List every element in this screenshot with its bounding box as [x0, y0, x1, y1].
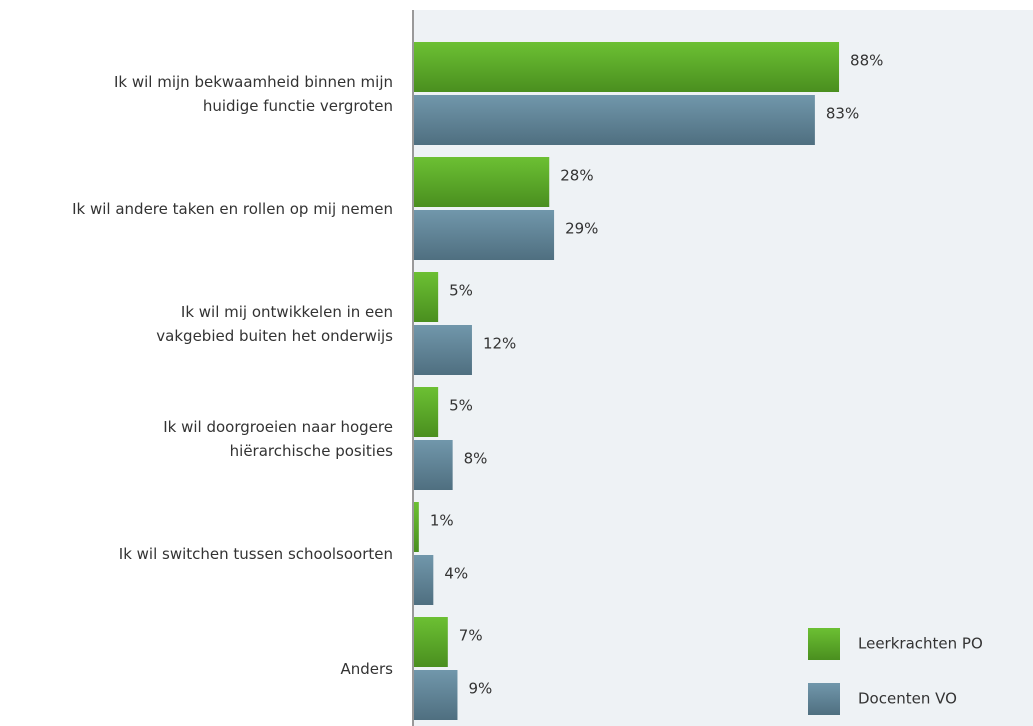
category-label-box: Ik wil mijn bekwaamheid binnen mijn huid…: [113, 72, 393, 115]
value-label: 8%: [464, 450, 488, 468]
value-label: 1%: [430, 512, 454, 530]
category-label: Ik wil mij ontwikkelen in een vakgebied …: [156, 302, 393, 345]
category-label-box: Ik wil andere taken en rollen op mij nem…: [72, 199, 393, 218]
legend-label: Docenten VO: [858, 690, 957, 708]
bar: [414, 157, 550, 207]
value-label: 12%: [483, 335, 516, 353]
category-label-box: Ik wil mij ontwikkelen in een vakgebied …: [156, 302, 393, 345]
category-label: Ik wil doorgroeien naar hogere hiërarchi…: [163, 417, 393, 460]
bar: [414, 272, 439, 322]
bar: [414, 617, 448, 667]
bar: [414, 440, 453, 490]
bar: [414, 555, 434, 605]
category-label-box: Ik wil doorgroeien naar hogere hiërarchi…: [163, 417, 393, 460]
value-label: 29%: [565, 220, 598, 238]
legend-swatch: [808, 683, 840, 715]
bar: [414, 387, 439, 437]
category-label-box: Ik wil switchen tussen schoolsoorten: [118, 544, 393, 563]
value-label: 5%: [449, 397, 473, 415]
value-label: 4%: [444, 565, 468, 583]
bar: [414, 670, 458, 720]
bar: [414, 210, 555, 260]
category-label: Ik wil andere taken en rollen op mij nem…: [72, 199, 393, 218]
legend-swatch: [808, 628, 840, 660]
category-label-box: Anders: [340, 659, 394, 678]
bar: [414, 502, 419, 552]
category-label: Anders: [340, 659, 394, 678]
value-label: 5%: [449, 282, 473, 300]
category-label: Ik wil mijn bekwaamheid binnen mijn huid…: [113, 72, 393, 115]
value-label: 28%: [560, 167, 593, 185]
value-label: 83%: [826, 105, 859, 123]
bar: [414, 42, 840, 92]
value-label: 7%: [459, 627, 483, 645]
legend-label: Leerkrachten PO: [858, 635, 983, 653]
value-label: 88%: [850, 52, 883, 70]
category-label: Ik wil switchen tussen schoolsoorten: [118, 544, 393, 563]
value-label: 9%: [468, 680, 492, 698]
bar: [414, 325, 472, 375]
bar: [414, 95, 815, 145]
